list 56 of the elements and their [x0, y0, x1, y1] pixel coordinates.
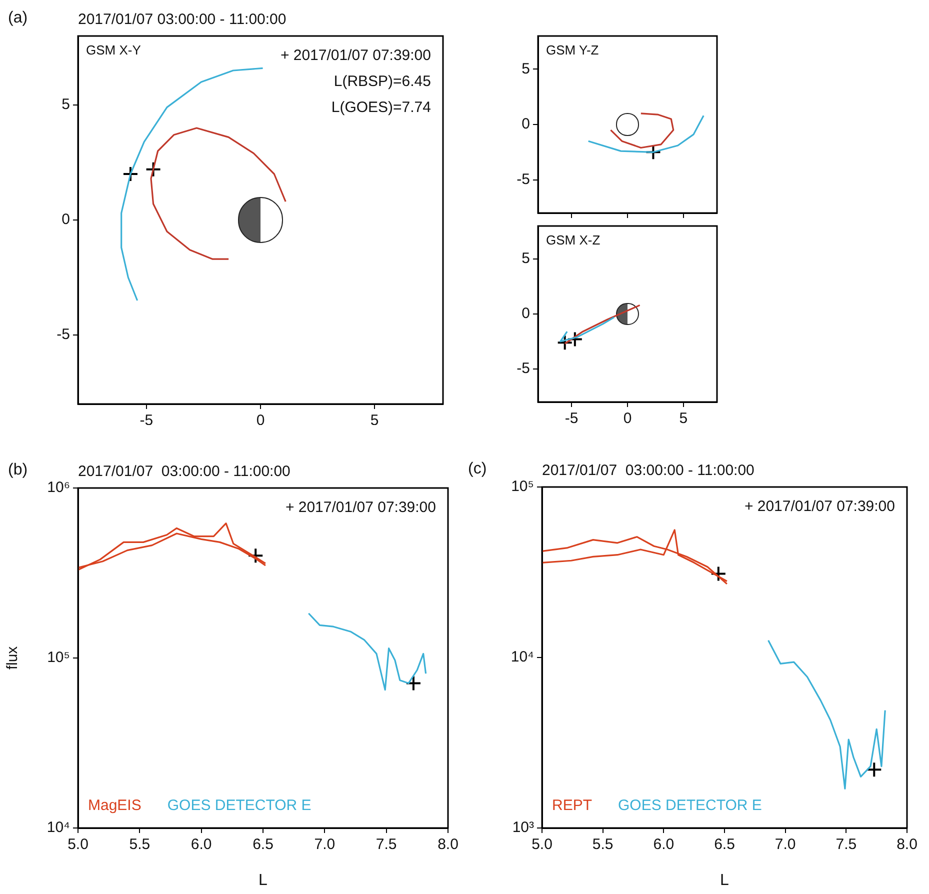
x-tick-label: 6.0 — [653, 836, 674, 854]
annotation: + 2017/01/07 07:39:00 — [280, 47, 431, 64]
y-axis-title: flux — [4, 646, 22, 670]
y-tick-label: 10⁴ — [510, 648, 534, 666]
chart-title: 2017/01/07 03:00:00 - 11:00:00 — [78, 463, 290, 480]
text: GOES DETECTOR E — [167, 797, 312, 814]
text: (a) — [8, 9, 28, 26]
annotation: + 2017/01/07 07:39:00 — [744, 498, 895, 516]
y-tick-label: 0 — [62, 211, 70, 228]
chart-title: 2017/01/07 03:00:00 - 11:00:00 — [542, 462, 754, 480]
x-tick-label: 0 — [623, 410, 632, 428]
y-tick-label: 0 — [522, 116, 530, 133]
x-tick-label: 7.5 — [376, 836, 397, 854]
text: GOES DETECTOR E — [618, 797, 762, 814]
x-tick-label: 8.0 — [896, 836, 918, 854]
x-tick-label: 6.0 — [190, 836, 212, 854]
x-tick-label: -5 — [564, 410, 578, 428]
x-tick-label: 7.0 — [314, 836, 336, 854]
x-tick-label: -5 — [140, 412, 154, 430]
y-tick-label: 5 — [522, 250, 530, 268]
y-tick-label: -5 — [516, 360, 530, 378]
text: (c) — [468, 460, 487, 478]
chart-title: 2017/01/07 03:00:00 - 11:00:00 — [78, 11, 286, 28]
x-tick-label: 5 — [370, 412, 379, 430]
x-tick-label: 7.5 — [836, 836, 857, 854]
y-tick-label: 5 — [62, 96, 70, 114]
annotation: L(RBSP)=6.45 — [334, 73, 431, 90]
y-tick-label: 10⁵ — [47, 649, 70, 666]
x-tick-label: 5.0 — [532, 836, 552, 854]
text: REPT — [552, 797, 592, 814]
y-tick-label: 10⁴ — [46, 819, 70, 836]
x-tick-label: 6.5 — [714, 836, 735, 854]
x-axis-title: L — [258, 872, 268, 889]
x-tick-label: 6.5 — [252, 836, 274, 854]
annotation: + 2017/01/07 07:39:00 — [285, 499, 436, 516]
x-tick-label: 8.0 — [438, 836, 458, 854]
annotation: L(GOES)=7.74 — [331, 99, 431, 116]
y-tick-label: -5 — [56, 326, 70, 344]
text: MagEIS — [88, 797, 142, 814]
y-tick-label: 5 — [522, 60, 530, 78]
y-tick-label: 10⁵ — [511, 478, 534, 496]
annotation: GSM X-Y — [86, 42, 142, 58]
y-tick-label: 10⁶ — [47, 479, 70, 496]
text: (b) — [8, 461, 28, 478]
x-axis-title: L — [720, 872, 730, 889]
x-tick-label: 5 — [679, 410, 688, 428]
y-tick-label: 10³ — [512, 819, 534, 836]
x-tick-label: 0 — [256, 412, 265, 430]
x-tick-label: 5.5 — [129, 836, 150, 854]
y-tick-label: -5 — [516, 170, 530, 188]
x-tick-label: 7.0 — [774, 836, 796, 854]
x-tick-label: 5.0 — [68, 836, 88, 854]
y-tick-label: 0 — [522, 305, 530, 322]
annotation: GSM X-Z — [546, 232, 600, 248]
annotation: GSM Y-Z — [546, 42, 599, 58]
x-tick-label: 5.5 — [592, 836, 614, 854]
